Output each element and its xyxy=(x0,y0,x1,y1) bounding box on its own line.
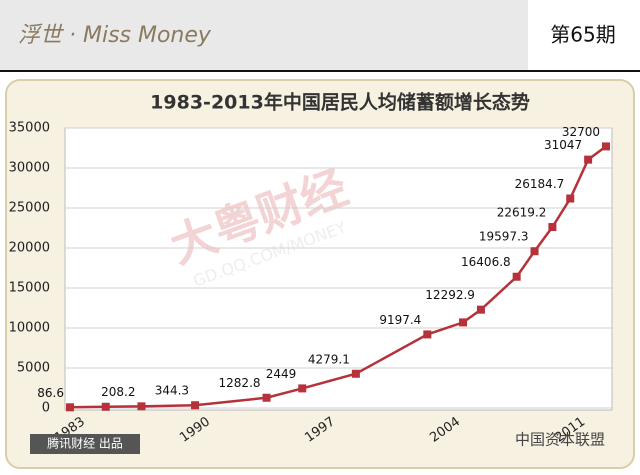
data-label: 9197.4 xyxy=(379,313,421,327)
data-label: 26184.7 xyxy=(515,177,565,191)
issue-box xyxy=(528,0,640,70)
y-tick-label: 20000 xyxy=(9,241,50,256)
marker xyxy=(459,318,468,327)
y-tick-label: 35000 xyxy=(9,121,50,136)
marker xyxy=(101,402,110,411)
marker xyxy=(512,272,521,281)
badge xyxy=(30,434,140,454)
data-label: 16406.8 xyxy=(461,255,511,269)
data-label: 4279.1 xyxy=(308,352,350,366)
data-label: 208.2 xyxy=(101,385,135,399)
y-tick-label: 25000 xyxy=(9,201,50,216)
data-label: 1282.8 xyxy=(219,376,261,390)
marker xyxy=(191,401,200,410)
marker xyxy=(298,384,307,393)
marker xyxy=(584,155,593,164)
data-label: 22619.2 xyxy=(497,206,547,220)
data-label: 19597.3 xyxy=(479,230,529,244)
marker xyxy=(423,330,432,339)
badge-text: 腾讯财经 出品 xyxy=(47,436,123,451)
y-tick-label: 0 xyxy=(42,401,50,416)
y-tick-label: 5000 xyxy=(17,361,50,376)
data-label: 32700 xyxy=(562,125,600,139)
data-label: 2449 xyxy=(266,367,297,381)
chart-title: 1983-2013年中国居民人均储蓄额增长态势 xyxy=(150,91,530,114)
marker xyxy=(476,305,485,314)
data-label: 31047 xyxy=(544,138,582,152)
line xyxy=(69,145,607,409)
marker xyxy=(566,194,575,203)
y-tick-label: 15000 xyxy=(9,281,50,296)
marker xyxy=(530,247,539,256)
y-tick-label: 30000 xyxy=(9,161,50,176)
brand: 浮世 · Miss Money xyxy=(18,23,212,48)
marker xyxy=(137,402,146,411)
marker xyxy=(602,142,610,151)
y-tick-label: 10000 xyxy=(9,321,50,336)
issue: 第65期 xyxy=(550,23,615,47)
marker xyxy=(262,393,271,402)
data-label: 86.6 xyxy=(37,386,64,400)
data-label: 344.3 xyxy=(155,384,189,398)
data-label: 12292.9 xyxy=(425,288,475,302)
marker xyxy=(66,403,74,412)
marker xyxy=(351,369,360,378)
marker xyxy=(548,223,557,232)
watermark-text: 中国资本联盟 xyxy=(515,431,605,449)
